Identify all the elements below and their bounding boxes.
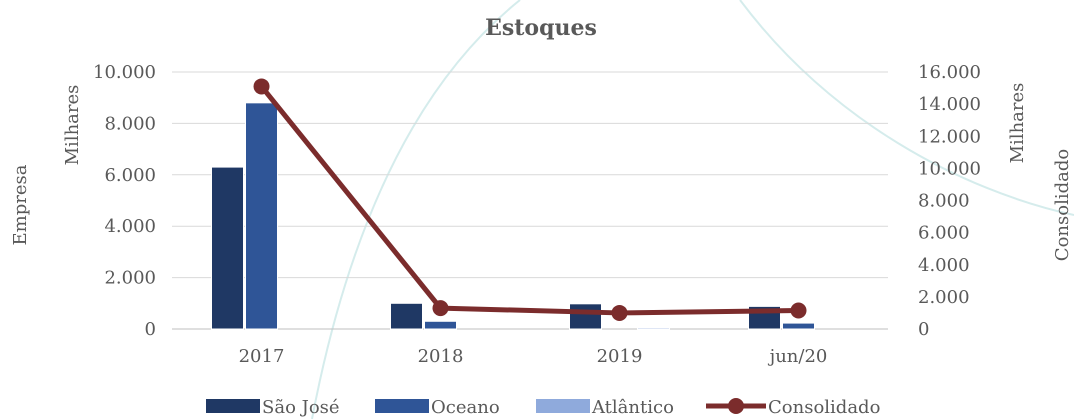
bar-oceano [782,322,815,330]
bar-oceano [245,102,278,330]
left-axis-label: Empresa [10,164,31,245]
bar-oceano [424,320,457,330]
right-tick-label: 2.000 [918,287,970,308]
right-tick-label: 4.000 [918,255,970,276]
bar-s-o-jos- [211,166,244,330]
right-tick-label: 16.000 [918,62,981,83]
background-decoration [311,0,1074,419]
line-consolidado [259,84,799,316]
legend-marker-consolidado [728,398,744,414]
right-axis-unit: Milhares [1007,83,1028,164]
left-tick-label: 0 [145,319,156,340]
legend-label-consolidado: Consolidado [768,397,880,418]
x-axis-categories: 2017 2018 2019 jun/20 [239,346,828,367]
legend-label-s-o-jos-: São José [262,397,340,418]
x-tick-label: 2019 [597,346,643,367]
right-axis-ticks: 0 2.000 4.000 6.000 8.000 10.000 12.000 14.000 1… [918,62,981,340]
left-tick-label: 10.000 [93,62,156,83]
right-tick-label: 10.000 [918,158,981,179]
x-tick-label: jun/20 [768,346,828,367]
right-tick-label: 8.000 [918,191,970,212]
point-consolidado [432,300,449,317]
bars [211,102,815,330]
bar-s-o-jos- [390,302,423,330]
right-tick-label: 14.000 [918,94,981,115]
legend-swatch-s-o-jos- [206,399,260,413]
point-consolidado [253,78,270,95]
right-tick-label: 12.000 [918,126,981,147]
bar-atl-ntico [637,327,670,330]
legend: São José Oceano Atlântico Consolidado [206,397,880,418]
legend-swatch-oceano [375,399,429,413]
right-tick-label: 0 [918,319,929,340]
left-axis-ticks: 0 2.000 4.000 6.000 8.000 10.000 [93,62,156,340]
left-tick-label: 2.000 [104,268,156,289]
legend-label-oceano: Oceano [431,397,500,418]
right-axis-label: Consolidado [1052,149,1073,261]
left-tick-label: 8.000 [104,113,156,134]
point-consolidado [790,302,807,319]
x-tick-label: 2017 [239,346,285,367]
legend-swatch-atl-ntico [536,399,590,413]
left-tick-label: 6.000 [104,165,156,186]
left-axis-unit: Milhares [62,85,83,166]
x-tick-label: 2018 [418,346,464,367]
legend-label-atl-ntico: Atlântico [591,397,674,418]
consolidado-line [253,78,807,321]
bar-s-o-jos- [569,303,602,330]
right-tick-label: 6.000 [918,223,970,244]
chart-title: Estoques [485,15,597,41]
point-consolidado [611,304,628,321]
left-tick-label: 4.000 [104,216,156,237]
